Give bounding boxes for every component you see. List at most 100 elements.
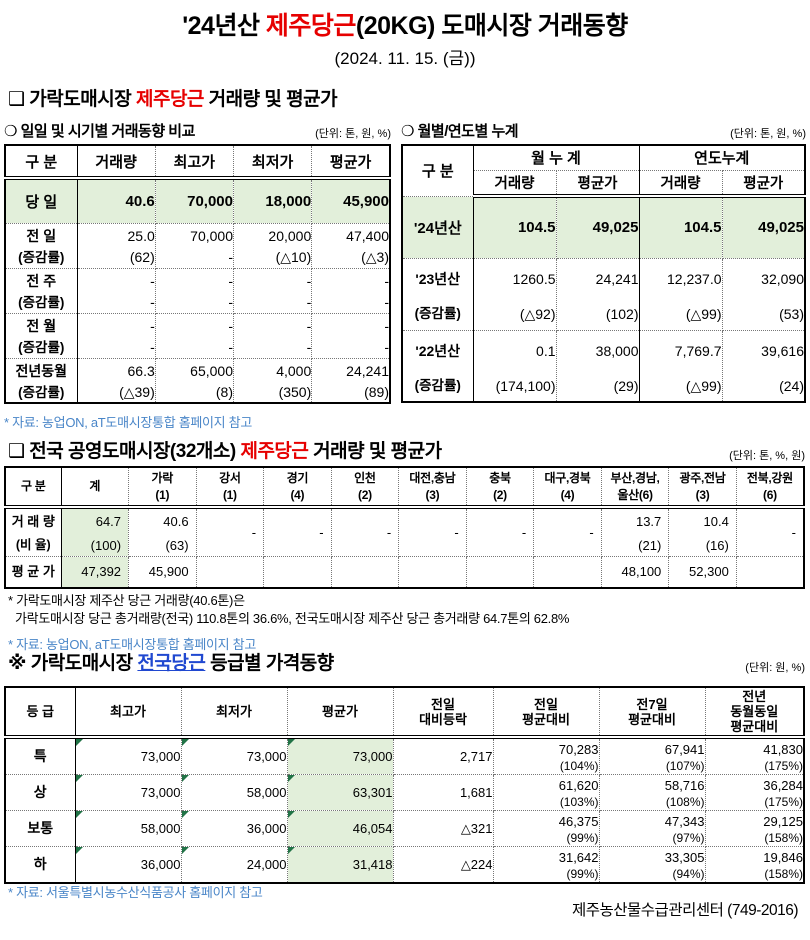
vs-prev-day-cell: 46,375 (99%) [492, 810, 600, 847]
table-cell: 1260.5 (△92) [472, 257, 557, 331]
table-cell: - [330, 506, 400, 557]
cumulative-row-24: '24년산 104.5 49,025 104.5 49,025 [401, 195, 806, 259]
grade-col-0: 등 급 [4, 686, 76, 739]
table-cell [398, 556, 467, 589]
table-cell: -- [311, 267, 391, 314]
period-label: 전년동월 [15, 362, 68, 379]
cum-24-y-avg: 49,025 [721, 195, 806, 259]
sub-line: - [228, 339, 233, 355]
nationwide-col-label: 구 분 [4, 466, 62, 509]
today-volume: 40.6 [76, 177, 156, 224]
daily-source-note: * 자료: 농업ON, aT도매시장통합 홈페이지 참고 [4, 415, 252, 430]
value-line: 39,616 [761, 342, 804, 359]
header-line: 평균대비 [628, 711, 676, 727]
sub-line: (62) [129, 249, 155, 265]
nationwide-volume-row: 거 래 량 (비 율) 64.7 (100) 40.6 (63) - - - - - - 13.7 (21… [4, 506, 805, 557]
table-cell: -- [311, 312, 391, 359]
low-price-cell: 36,000 [180, 810, 288, 847]
cumulative-year-row: '23년산 (증감률) 1260.5 (△92) 24,241 (102) 12,237.0… [401, 257, 806, 331]
market-name: 광주,전남 [679, 470, 726, 485]
value-line: 25.0 [127, 228, 155, 244]
section3-heading: ※ 가락도매시장 전국당근 등급별 가격동향 [8, 648, 334, 675]
section3-unit-label: (단위: 원, %) [745, 662, 805, 674]
cum-col-y-volume: 거래량 [638, 169, 723, 198]
value-line: 38,000 [595, 342, 639, 359]
change-cell: 1,681 [392, 774, 494, 811]
table-cell: -- [232, 267, 313, 314]
sub-line: - [319, 525, 324, 540]
row-label: 전 일 (증감률) [4, 222, 78, 269]
high-price-cell: 58,000 [74, 810, 182, 847]
grade-col-2: 최저가 [180, 686, 288, 739]
sub-line: (108%) [665, 794, 705, 809]
sub-line: (21) [638, 538, 662, 553]
value-line: 29,125 [763, 813, 803, 829]
section1-heading-prefix: ❑ 가락도매시장 [8, 89, 136, 110]
value-line: - [384, 273, 389, 289]
period-label: 전 일 [26, 228, 57, 244]
header-line: 등 급 [26, 704, 55, 719]
sub-line: (53) [779, 306, 804, 322]
nationwide-price-row: 평 균 가 47,392 45,900 48,100 52,300 [4, 556, 805, 589]
table-cell [330, 556, 400, 589]
market-name: 전북,강원 [746, 470, 793, 485]
sub-line: (107%) [665, 758, 705, 773]
vs-prev-day-cell: 31,642 (99%) [492, 846, 600, 884]
header-line: 평균가 [322, 704, 358, 719]
header-line: 전일 [431, 696, 455, 712]
table-cell: 25.0 (62) [76, 222, 156, 269]
grade-row: 특 73,000 73,000 73,000 2,717 70,283 (104%) 67,9… [4, 736, 805, 775]
sub-line: (16) [705, 538, 729, 553]
cumulative-group-month: 월 누 계 [472, 144, 640, 171]
daily-period-row: 전 주 (증감률) - - - - - - - - [4, 267, 391, 314]
table-cell: 70,000 - [154, 222, 235, 269]
daily-col-high: 최고가 [154, 144, 235, 180]
table-cell: 66.3 (△39) [76, 357, 156, 404]
header-line: 전일 [534, 696, 558, 712]
value-line: 70,283 [558, 741, 599, 757]
table-cell: 24,241 (89) [311, 357, 391, 404]
value-line: 65,000 [190, 362, 233, 379]
value-line: 47,343 [664, 813, 705, 829]
section2-heading-row: ❑ 전국 공영도매시장(32개소) 제주당근 거래량 및 평균가 (단위: 톤,… [8, 436, 805, 463]
value-line: 24,241 [595, 271, 639, 287]
cumulative-header-row2: 거래량 평균가 거래량 평균가 [402, 169, 806, 198]
value-line: 19,846 [763, 849, 803, 865]
header-line: 동월동일 [730, 704, 779, 719]
daily-period-row: 전년동월 (증감률) 66.3 (△39) 65,000 (8) 4,000 (350) 24,… [4, 357, 391, 404]
sub-line: - [150, 339, 155, 355]
market-count: 울산(6) [617, 487, 653, 502]
daily-subheading: ❍ 일일 및 시기별 거래동향 비교 [4, 123, 195, 140]
row-label: 거 래 량 (비 율) [4, 506, 62, 557]
value-line: 67,941 [664, 741, 705, 757]
market-name: 대전,충남 [409, 470, 456, 485]
daily-col-low: 최저가 [232, 144, 313, 180]
nationwide-col-market: 강서 (1) [195, 466, 265, 509]
value-line: 4,000 [276, 362, 312, 379]
value-line: 0.1 [536, 342, 556, 359]
vs-year-cell: 29,125 (158%) [704, 810, 805, 847]
market-name: 충북 [489, 470, 511, 485]
table-cell: 32,090 (53) [721, 257, 806, 331]
table-cell: -- [232, 312, 313, 359]
section1-heading-red: 제주당근 [135, 89, 204, 110]
change-rate-label: (증감률) [18, 250, 65, 265]
grade-label: 보통 [4, 810, 76, 847]
sub-line: (8) [215, 383, 233, 400]
grade-block: 등 급 최고가 최저가 평균가 전일 대비등락 전일 평균대비 전7일 평균대비 전년 동월동일 평균대… [4, 686, 805, 884]
value-line: 66.3 [127, 362, 155, 379]
value-line: 33,305 [664, 849, 705, 865]
sub-line: - [228, 294, 233, 310]
row-label: '22년산 (증감률) [401, 329, 474, 403]
header-line: 평균대비 [730, 719, 779, 734]
table-cell: 12,237.0 (△99) [638, 257, 723, 331]
table-cell: - [533, 506, 602, 557]
change-rate-label: (증감률) [18, 340, 65, 355]
sub-line: (△99) [685, 377, 722, 394]
nationwide-col-market: 대전,충남 (3) [398, 466, 467, 509]
daily-table: 구 분 거래량 최고가 최저가 평균가 당 일 40.6 70,000 18,0… [4, 144, 391, 404]
sub-line: (△92) [519, 306, 556, 322]
section2-notes: * 가락도매시장 제주산 당근 거래량(40.6톤)은 가락도매시장 당근 총거… [8, 592, 805, 653]
table-cell: -- [154, 312, 235, 359]
header-line: 전년 [742, 689, 767, 704]
